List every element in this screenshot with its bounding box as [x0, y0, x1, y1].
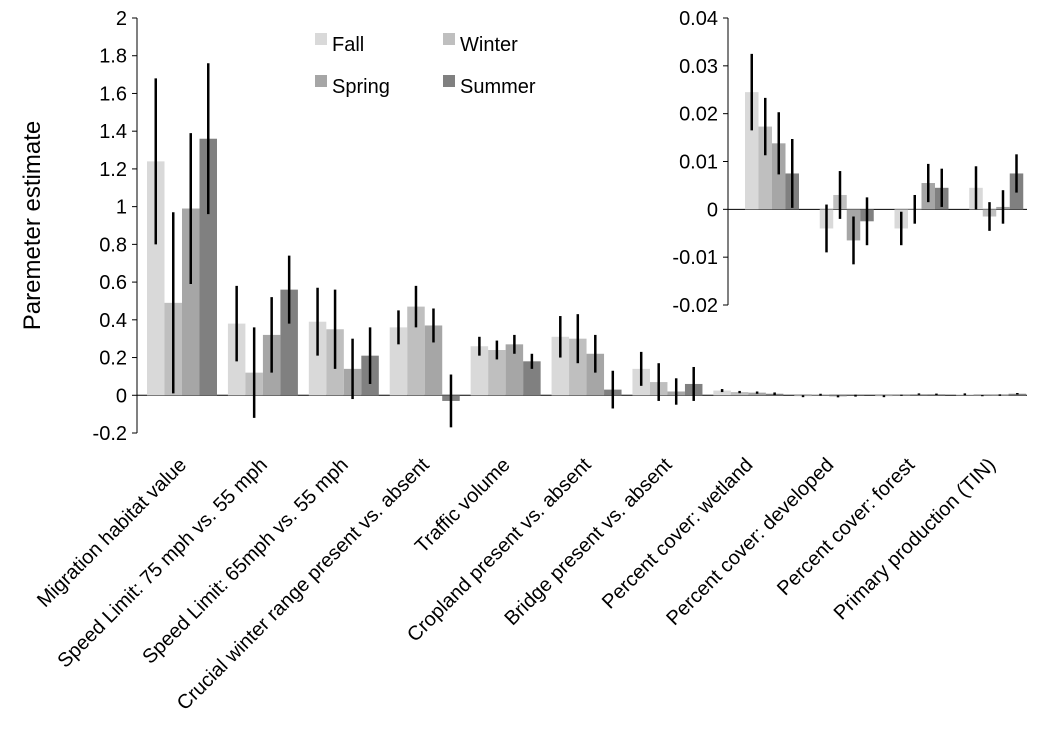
y-tick-label: 0.02 — [679, 104, 718, 126]
x-category-label: Percent cover: forest — [773, 454, 919, 600]
legend-swatch-fall — [315, 33, 327, 45]
x-category-label: Bridge present vs. absent — [501, 454, 677, 630]
y-tick-label: 0 — [707, 199, 718, 221]
y-tick-label: 0 — [116, 385, 127, 407]
y-tick-label: 0.8 — [99, 234, 127, 256]
legend-label: Winter — [460, 34, 518, 56]
legend-swatch-spring — [315, 75, 327, 87]
y-tick-label: -0.01 — [672, 247, 718, 269]
y-tick-label: 0.01 — [679, 152, 718, 174]
bar-summer — [523, 361, 541, 396]
y-tick-label: -0.02 — [672, 295, 718, 317]
bar-fall — [147, 161, 165, 396]
y-axis-title: Paremeter estimate — [19, 121, 46, 330]
y-tick-label: 0.2 — [99, 348, 127, 370]
bar-spring — [505, 344, 524, 396]
inset-chart: 0.04 0.03 0.02 0.01 0 -0.01 -0.02 — [672, 8, 1027, 317]
bar-fall — [745, 92, 759, 210]
legend-label: Fall — [332, 34, 364, 56]
y-tick-label: 1.8 — [99, 46, 127, 68]
y-tick-label: 0.04 — [679, 8, 718, 30]
y-tick-label: 1.2 — [99, 159, 127, 181]
legend-label: Summer — [460, 76, 536, 98]
y-tick-label: -0.2 — [93, 423, 127, 445]
legend-swatch-summer — [443, 75, 455, 87]
y-tick-label: 0.4 — [99, 310, 127, 332]
bar-fall — [713, 390, 731, 396]
x-category-label: Migration habitat value — [33, 454, 191, 612]
x-category-label: Percent cover: wetland — [598, 454, 757, 613]
bar-fall — [389, 327, 408, 396]
bar-winter — [488, 350, 506, 396]
bar-summer — [280, 289, 298, 396]
y-tick-label: 1 — [116, 197, 127, 219]
y-tick-label: 1.6 — [99, 83, 127, 105]
y-tick-label: 1.4 — [99, 121, 127, 143]
x-category-label: Primary production (TIN) — [830, 454, 1000, 624]
bar-fall — [470, 346, 489, 396]
bar-spring — [586, 353, 605, 396]
y-tick-label: 0.03 — [679, 56, 718, 78]
bar-spring — [748, 392, 766, 396]
bar-fall — [308, 321, 327, 396]
bar-fall — [551, 336, 570, 396]
y-tick-label: 2 — [116, 8, 127, 30]
bar-spring — [182, 208, 200, 396]
bar-summer — [199, 138, 217, 396]
y-tick-label: 0.6 — [99, 272, 127, 294]
legend-swatch-winter — [443, 33, 455, 45]
bar-winter — [569, 338, 587, 396]
legend-label: Spring — [332, 76, 390, 98]
x-category-label: Percent cover: developed — [662, 454, 838, 630]
bar-spring — [772, 143, 786, 210]
bar-winter — [758, 126, 772, 210]
bar-spring — [424, 325, 443, 396]
legend: Fall Winter Spring Summer — [315, 33, 536, 98]
main-chart: 2 1.8 1.6 1.4 1.2 1 0.8 0.6 0.4 0.2 0 -0.2 Migration… — [19, 8, 1027, 715]
bar-winter — [407, 306, 425, 396]
bar-winter — [730, 392, 749, 396]
